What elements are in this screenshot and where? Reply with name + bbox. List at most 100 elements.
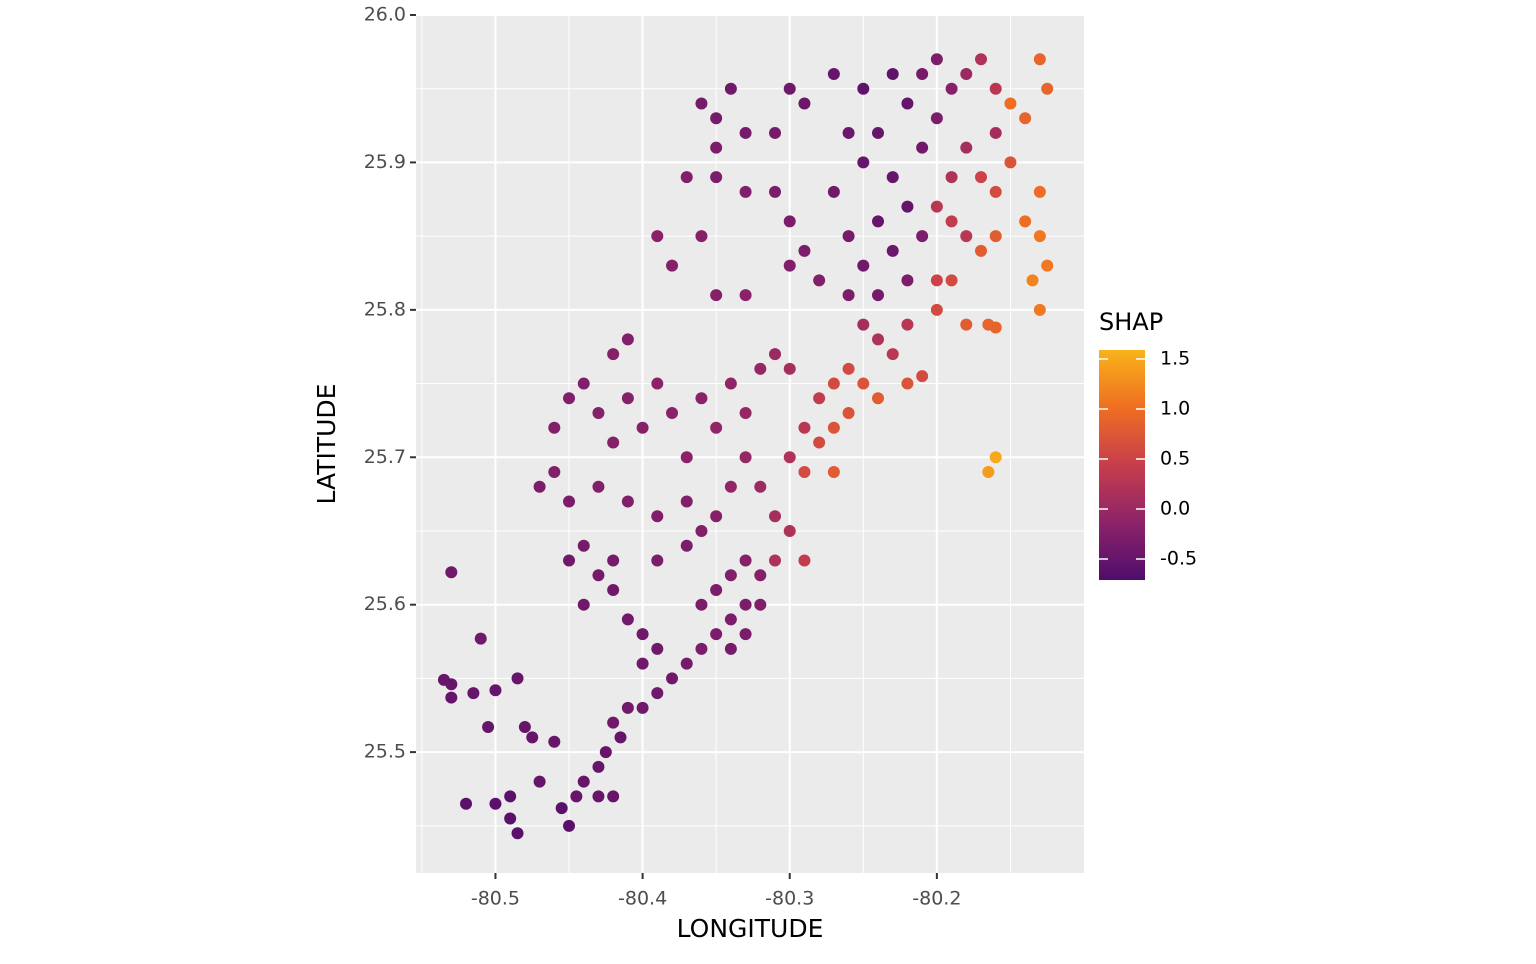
y-tick-label: 25.5 bbox=[364, 741, 406, 763]
point bbox=[592, 760, 605, 773]
y-tick-label: 25.9 bbox=[364, 151, 406, 173]
point bbox=[754, 362, 767, 375]
point bbox=[989, 185, 1002, 198]
point bbox=[857, 156, 870, 169]
colorbar-tick-label: 0.0 bbox=[1160, 498, 1190, 520]
colorbar-tick-label: 1.0 bbox=[1160, 398, 1190, 420]
point bbox=[769, 185, 782, 198]
colorbar-tick-label: -0.5 bbox=[1160, 548, 1197, 570]
point bbox=[651, 377, 664, 390]
point bbox=[989, 321, 1002, 334]
point bbox=[577, 775, 590, 788]
point bbox=[651, 510, 664, 523]
point bbox=[989, 230, 1002, 243]
y-tick-label: 25.7 bbox=[364, 446, 406, 468]
point bbox=[930, 274, 943, 287]
point bbox=[710, 289, 723, 302]
point bbox=[1033, 303, 1046, 316]
point bbox=[710, 583, 723, 596]
point bbox=[511, 827, 524, 840]
point bbox=[1041, 82, 1054, 95]
point bbox=[739, 451, 752, 464]
legend-title: SHAP bbox=[1099, 308, 1163, 336]
x-axis-title: LONGITUDE bbox=[677, 914, 824, 943]
point bbox=[798, 554, 811, 567]
point bbox=[930, 303, 943, 316]
colorbar bbox=[1099, 350, 1145, 580]
point bbox=[739, 289, 752, 302]
point bbox=[960, 67, 973, 80]
point bbox=[798, 421, 811, 434]
point bbox=[504, 790, 517, 803]
point bbox=[945, 274, 958, 287]
point bbox=[724, 642, 737, 655]
point bbox=[592, 480, 605, 493]
point bbox=[945, 171, 958, 184]
point bbox=[445, 566, 458, 579]
point bbox=[886, 348, 899, 361]
point bbox=[710, 510, 723, 523]
y-tick-label: 25.8 bbox=[364, 298, 406, 320]
point bbox=[680, 657, 693, 670]
point bbox=[960, 318, 973, 331]
point bbox=[695, 97, 708, 110]
point bbox=[813, 436, 826, 449]
point bbox=[739, 407, 752, 420]
point bbox=[651, 230, 664, 243]
point bbox=[548, 466, 561, 479]
point bbox=[930, 53, 943, 66]
point bbox=[577, 598, 590, 611]
point bbox=[695, 392, 708, 405]
colorbar-tick-label: 1.5 bbox=[1160, 348, 1190, 370]
point bbox=[754, 480, 767, 493]
point bbox=[886, 67, 899, 80]
point bbox=[989, 126, 1002, 139]
point bbox=[930, 112, 943, 125]
point bbox=[945, 82, 958, 95]
point bbox=[599, 746, 612, 759]
point bbox=[695, 642, 708, 655]
point bbox=[901, 377, 914, 390]
point bbox=[872, 126, 885, 139]
point bbox=[548, 421, 561, 434]
point bbox=[724, 377, 737, 390]
point bbox=[783, 259, 796, 272]
point bbox=[989, 451, 1002, 464]
point bbox=[570, 790, 583, 803]
point bbox=[872, 289, 885, 302]
point bbox=[621, 613, 634, 626]
point bbox=[901, 200, 914, 213]
point bbox=[827, 185, 840, 198]
point bbox=[710, 421, 723, 434]
point bbox=[798, 466, 811, 479]
point bbox=[474, 632, 487, 645]
point bbox=[533, 480, 546, 493]
point bbox=[592, 790, 605, 803]
point bbox=[621, 495, 634, 508]
point bbox=[916, 141, 929, 154]
point bbox=[636, 421, 649, 434]
point bbox=[739, 185, 752, 198]
point bbox=[555, 802, 568, 815]
point bbox=[592, 407, 605, 420]
point bbox=[1019, 215, 1032, 228]
x-tick-label: -80.4 bbox=[618, 888, 667, 910]
point bbox=[1026, 274, 1039, 287]
point bbox=[621, 333, 634, 346]
point bbox=[489, 797, 502, 810]
point bbox=[614, 731, 627, 744]
point bbox=[857, 259, 870, 272]
point bbox=[710, 112, 723, 125]
point bbox=[842, 289, 855, 302]
point bbox=[724, 82, 737, 95]
point bbox=[857, 318, 870, 331]
point bbox=[489, 684, 502, 697]
point bbox=[769, 510, 782, 523]
point bbox=[563, 495, 576, 508]
point bbox=[511, 672, 524, 685]
point bbox=[857, 377, 870, 390]
point bbox=[680, 451, 693, 464]
point bbox=[886, 171, 899, 184]
point bbox=[460, 797, 473, 810]
point bbox=[1019, 112, 1032, 125]
